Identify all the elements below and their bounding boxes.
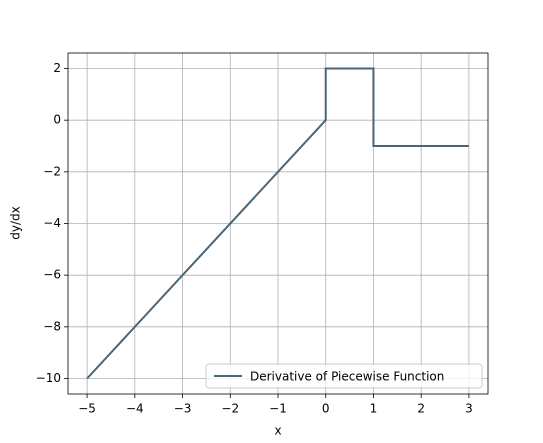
x-tick-label: −3: [174, 402, 192, 416]
y-tick-label: −2: [43, 164, 61, 178]
x-tick-label: 0: [322, 402, 330, 416]
x-tick-label: −4: [126, 402, 144, 416]
x-tick-label: −1: [269, 402, 287, 416]
y-axis-label: dy/dx: [9, 206, 23, 239]
data-line: [86, 67, 469, 380]
x-tick-label: −5: [78, 402, 96, 416]
legend-label: Derivative of Piecewise Function: [250, 370, 444, 384]
x-axis-label: x: [274, 424, 281, 438]
x-tick-label: 1: [370, 402, 378, 416]
y-tick-label: 0: [53, 113, 61, 127]
y-tick-label: −8: [43, 319, 61, 333]
plot-frame: [67, 52, 489, 395]
y-tick-label: −4: [43, 216, 61, 230]
legend-box: [205, 363, 483, 389]
y-tick-label: −10: [36, 371, 61, 385]
x-tick-label: −2: [221, 402, 239, 416]
legend: Derivative of Piecewise Function: [205, 363, 483, 389]
y-tick-label: −6: [43, 268, 61, 282]
y-tick-label: 2: [53, 61, 61, 75]
x-tick-label: 3: [465, 402, 473, 416]
x-tick-label: 2: [417, 402, 425, 416]
